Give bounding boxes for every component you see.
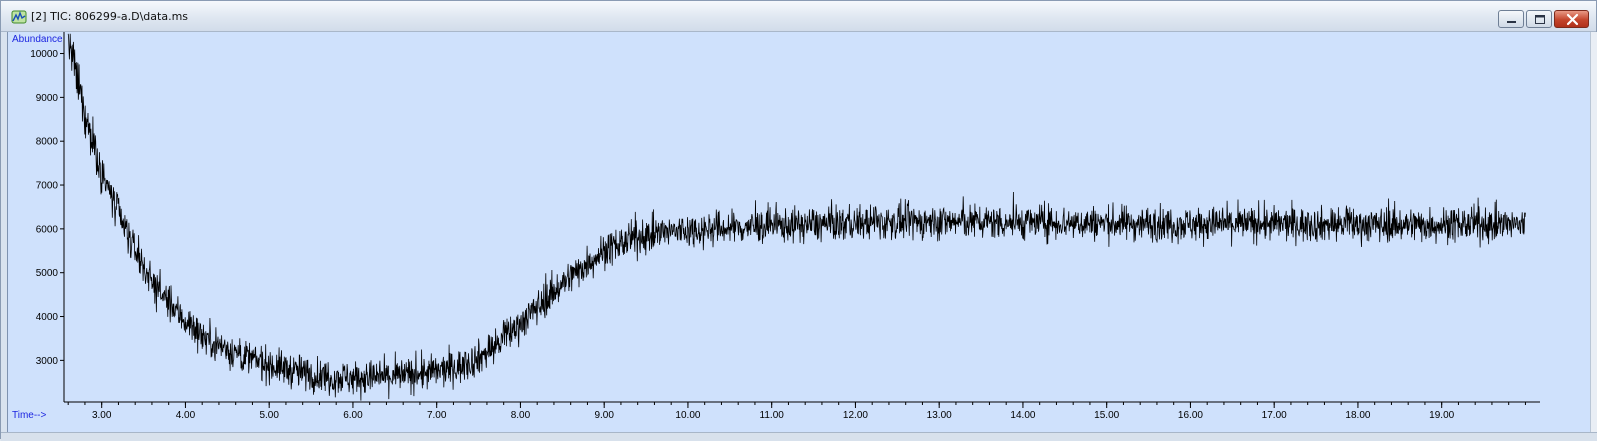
chromatogram-app-icon	[11, 10, 27, 24]
restore-icon	[1535, 15, 1545, 24]
bottom-edge-strip	[1, 432, 1597, 441]
x-tick-label: 17.00	[1262, 410, 1287, 421]
x-tick-label: 6.00	[343, 410, 363, 421]
x-tick-label: 7.00	[427, 410, 447, 421]
window-title: [2] TIC: 806299-a.D\data.ms	[31, 10, 189, 23]
chart-area[interactable]: 3000 4000 5000 6000 7000 8000 9000 10000 3.00 4.0…	[7, 32, 1590, 432]
x-tick-label: 14.00	[1010, 410, 1035, 421]
minimize-button[interactable]	[1498, 10, 1524, 28]
tic-chart: 3000 4000 5000 6000 7000 8000 9000 10000 3.00 4.0…	[12, 32, 1540, 421]
x-axis-title: Time-->	[12, 410, 47, 421]
x-tick-label: 13.00	[927, 410, 952, 421]
x-tick-label: 15.00	[1094, 410, 1119, 421]
x-tick-label: 12.00	[843, 410, 868, 421]
right-edge-strip	[1590, 32, 1597, 432]
title-bar[interactable]: [2] TIC: 806299-a.D\data.ms	[1, 1, 1596, 32]
x-tick-label: 9.00	[594, 410, 614, 421]
y-tick-label: 5000	[36, 268, 59, 279]
close-icon	[1566, 13, 1579, 26]
x-tick-label: 19.00	[1429, 410, 1454, 421]
x-tick-label: 10.00	[675, 410, 700, 421]
y-tick-label: 6000	[36, 224, 59, 235]
close-button[interactable]	[1554, 10, 1589, 28]
y-tick-label: 10000	[30, 49, 58, 60]
y-tick-label: 9000	[36, 93, 59, 104]
y-axis-title: Abundance	[12, 34, 63, 45]
x-tick-label: 11.00	[760, 410, 785, 421]
x-tick-label: 18.00	[1345, 410, 1370, 421]
x-tick-label: 3.00	[92, 410, 112, 421]
restore-button[interactable]	[1526, 10, 1552, 28]
minimize-icon	[1507, 21, 1516, 23]
y-tick-label: 8000	[36, 137, 59, 148]
x-tick-label: 16.00	[1178, 410, 1203, 421]
y-tick-label: 3000	[36, 356, 59, 367]
tic-trace-line	[67, 33, 1526, 401]
y-tick-label: 4000	[36, 312, 59, 323]
x-tick-label: 5.00	[259, 410, 279, 421]
x-tick-label: 4.00	[176, 410, 196, 421]
x-tick-label: 8.00	[511, 410, 531, 421]
y-tick-label: 7000	[36, 181, 59, 192]
